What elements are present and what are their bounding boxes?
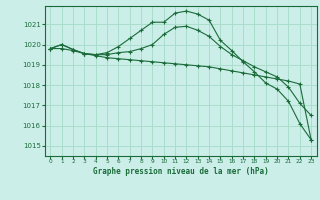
X-axis label: Graphe pression niveau de la mer (hPa): Graphe pression niveau de la mer (hPa) <box>93 167 269 176</box>
